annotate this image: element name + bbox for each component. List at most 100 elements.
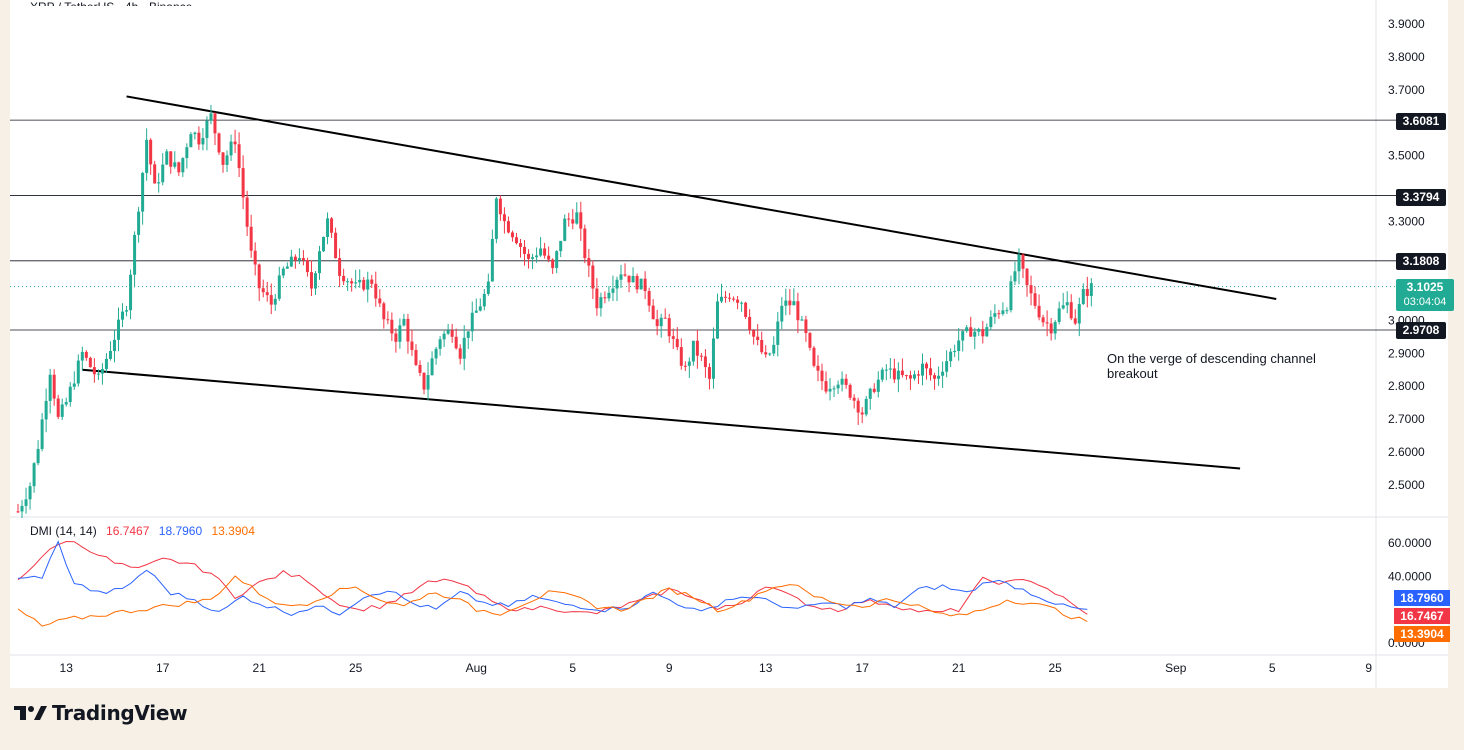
candle-body [1089,283,1093,296]
time-tick-label: 21 [952,661,966,675]
chart-annotation: On the verge of descending channel break… [1107,351,1316,381]
price-tick-label: 3.7000 [1388,83,1425,97]
candle-body [318,251,321,274]
candle-body [430,358,434,376]
candle-body [764,352,768,355]
candle-body [181,158,185,173]
candle-body [969,327,973,337]
candle-body [422,372,426,390]
time-tick-label: 25 [349,661,363,675]
candle-body [880,369,884,380]
candle-body [273,298,277,305]
dmi-minus-di-line [17,540,1088,616]
candle-body [289,256,293,267]
dmi-tag-adx: 13.3904 [1394,626,1450,642]
candle-body [426,375,430,390]
candle-body [555,251,559,268]
candle-body [627,275,631,283]
candle-body [217,133,221,153]
candle-body [792,301,796,306]
candle-body [326,218,330,237]
candle-body [937,375,941,379]
level-tag-3-1808: 3.1808 [1396,253,1446,270]
candle-body [330,218,334,233]
candle-body [993,313,997,317]
candle-body [824,381,828,392]
dmi-plus-di-value: 16.7467 [106,524,150,538]
candle-body [60,404,64,417]
candle-body [398,325,402,342]
candle-body [221,152,225,165]
candle-body [1005,310,1009,312]
candle-body [281,268,285,276]
last-price-value: 3.1025 [1406,280,1444,294]
candle-body [788,300,792,306]
candle-body [213,113,217,134]
chart-card[interactable]: 3.9000 3.8000 3.7000 3.5000 3.3000 3.0000 2.90… [10,0,1454,688]
candle-body [904,375,908,377]
candle-body [595,288,599,309]
candle-body [615,279,619,289]
candle-body [458,348,462,359]
candle-body [840,378,844,385]
candle-body [760,340,764,353]
candle-body [695,340,699,356]
candle-body [531,257,535,259]
candle-body [535,255,539,258]
candle-body [671,336,675,339]
candle-body [466,331,470,338]
candle-body [772,344,776,354]
candle-body [20,505,24,512]
candle-body [1065,302,1069,306]
candle-body [414,349,418,365]
candle-body [129,274,133,311]
candle-body [655,319,659,327]
candle-body [446,330,450,334]
dmi-adx-line [17,575,1088,627]
candle-body [635,275,639,290]
candle-body [812,347,816,366]
candle-body [189,134,193,148]
candle-body [519,243,522,247]
candle-body [149,139,153,165]
candle-body [868,388,872,399]
price-tick-label: 3.3000 [1388,215,1425,229]
candle-body [1077,304,1081,324]
candle-body [76,360,80,384]
tradingview-logo[interactable]: TradingView [14,700,188,726]
candle-body [844,378,848,385]
candle-body [265,292,269,296]
candles-group [16,104,1093,519]
candle-body [683,365,687,367]
candle-body [462,337,466,359]
dmi-legend: DMI (14, 14) 16.7467 18.7960 13.3904 [30,524,261,538]
price-tick-label: 3.9000 [1388,17,1425,31]
candle-body [715,301,719,339]
candle-body [245,197,249,227]
candle-body [125,310,129,312]
candle-body [756,336,760,341]
dmi-tag-minus-di: 18.7960 [1394,590,1450,606]
candle-body [48,374,52,401]
candle-body [44,400,48,420]
candle-body [720,296,723,302]
time-tick-label: 9 [666,661,673,675]
candle-body [832,388,836,390]
candle-body [820,370,824,382]
candle-body [157,182,161,184]
candle-body [490,238,494,282]
price-tick-label: 3.5000 [1388,149,1425,163]
candle-body [64,402,68,405]
candle-body [322,236,326,252]
candle-body [796,301,800,321]
candle-body [884,369,888,371]
price-tick-label: 2.8000 [1388,379,1425,393]
price-chart[interactable]: 3.90003.80003.70003.50003.30003.00002.90… [10,0,1448,688]
time-tick-label: 5 [569,661,576,675]
candle-body [985,327,989,337]
candle-body [305,260,309,273]
price-tick-label: 2.6000 [1388,445,1425,459]
candle-body [852,397,856,401]
price-tick-label: 3.8000 [1388,50,1425,64]
candle-body [498,198,502,215]
